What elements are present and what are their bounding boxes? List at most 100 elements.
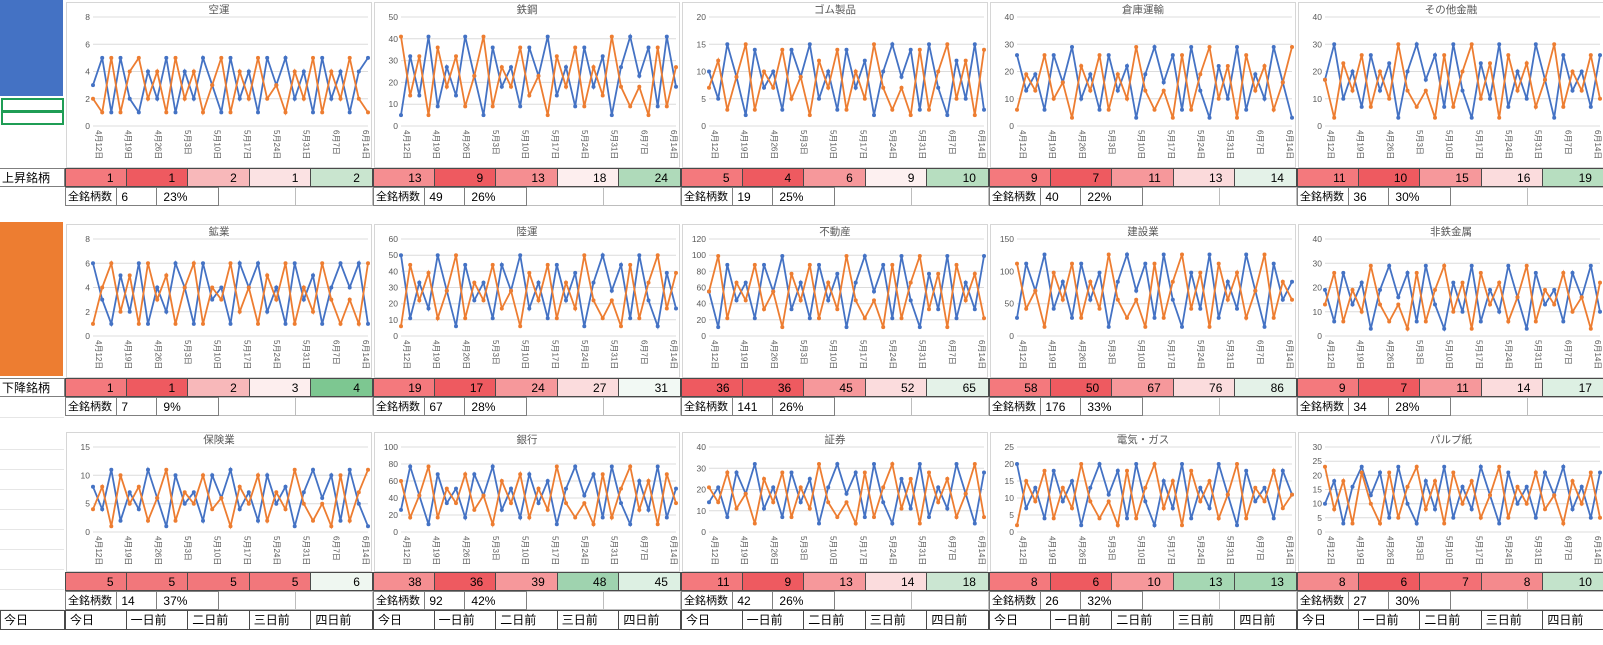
- empty-cell[interactable]: [1450, 591, 1528, 610]
- total-label-cell[interactable]: 全銘柄数: [373, 591, 426, 610]
- total-count-cell[interactable]: 26: [1041, 591, 1082, 610]
- count-cell[interactable]: 10: [1543, 572, 1603, 591]
- count-cell[interactable]: 8: [1297, 572, 1359, 591]
- sector-line-chart[interactable]: ゴム製品 0 5 10 15 20 4月12日 4月19日 4月26日 5月3日 5月10日 5月17…: [682, 2, 988, 168]
- total-count-cell[interactable]: 176: [1041, 397, 1082, 416]
- count-cell[interactable]: 9: [865, 168, 928, 187]
- day-header-1ago[interactable]: 一日前: [434, 610, 497, 630]
- empty-cell[interactable]: [526, 187, 604, 206]
- count-cell[interactable]: 27: [557, 378, 620, 397]
- count-cell[interactable]: 1: [65, 378, 127, 397]
- total-count-cell[interactable]: 67: [425, 397, 466, 416]
- count-cell[interactable]: 24: [496, 378, 558, 397]
- count-cell[interactable]: 5: [249, 572, 312, 591]
- count-cell[interactable]: 13: [804, 572, 866, 591]
- count-cell[interactable]: 67: [1112, 378, 1174, 397]
- day-header-today[interactable]: 今日: [373, 610, 435, 630]
- total-count-cell[interactable]: 27: [1349, 591, 1390, 610]
- count-cell[interactable]: 5: [681, 168, 743, 187]
- empty-cell[interactable]: [1142, 397, 1220, 416]
- count-cell[interactable]: 13: [373, 168, 435, 187]
- total-count-cell[interactable]: 6: [117, 187, 158, 206]
- count-cell[interactable]: 9: [989, 168, 1051, 187]
- total-percent-cell[interactable]: 42%: [465, 591, 527, 610]
- day-header-2ago[interactable]: 二日前: [188, 610, 250, 630]
- count-cell[interactable]: 45: [804, 378, 866, 397]
- sector-line-chart[interactable]: 電気・ガス 0 5 10 15 20 25 4月12日 4月19日 4月26日 5月3日 5月10日 5…: [990, 432, 1296, 572]
- count-cell[interactable]: 4: [742, 168, 805, 187]
- total-count-cell[interactable]: 92: [425, 591, 466, 610]
- count-cell[interactable]: 14: [1235, 168, 1297, 187]
- count-cell[interactable]: 13: [496, 168, 558, 187]
- count-cell[interactable]: 50: [1050, 378, 1113, 397]
- falling-color-block[interactable]: [0, 222, 63, 376]
- day-header-today[interactable]: 今日: [681, 610, 743, 630]
- selected-cell-1[interactable]: [1, 98, 64, 112]
- sector-line-chart[interactable]: 陸運 0 10 20 30 40 50 60 4月12日 4月19日 4月26日 5月3日 5月10日 5…: [374, 224, 680, 378]
- total-percent-cell[interactable]: 30%: [1389, 591, 1451, 610]
- sector-line-chart[interactable]: 証券 0 10 20 30 40 4月12日 4月19日 4月26日 5月3日 5月10日 5月17日…: [682, 432, 988, 572]
- total-percent-cell[interactable]: 33%: [1081, 397, 1143, 416]
- total-percent-cell[interactable]: 32%: [1081, 591, 1143, 610]
- total-label-cell[interactable]: 全銘柄数: [373, 397, 426, 416]
- sector-line-chart[interactable]: 非鉄金属 0 10 20 30 40 4月12日 4月19日 4月26日 5月3日 5月10日 5月1…: [1298, 224, 1603, 378]
- count-cell[interactable]: 7: [1050, 168, 1113, 187]
- count-cell[interactable]: 8: [989, 572, 1051, 591]
- count-cell[interactable]: 6: [311, 572, 373, 591]
- sector-line-chart[interactable]: 空運 0 2 4 6 8 4月12日 4月19日 4月26日 5月3日 5月10日 5月17日 5月24…: [66, 2, 372, 168]
- count-cell[interactable]: 76: [1173, 378, 1236, 397]
- count-cell[interactable]: 13: [1173, 572, 1236, 591]
- empty-cell[interactable]: [1450, 397, 1528, 416]
- empty-cell[interactable]: [911, 397, 989, 416]
- empty-cell[interactable]: [1142, 187, 1220, 206]
- count-cell[interactable]: 5: [188, 572, 250, 591]
- total-count-cell[interactable]: 7: [117, 397, 158, 416]
- sector-line-chart[interactable]: 保険業 0 5 10 15 4月12日 4月19日 4月26日 5月3日 5月10日 5月17日 5月…: [66, 432, 372, 572]
- total-label-cell[interactable]: 全銘柄数: [1297, 397, 1350, 416]
- count-cell[interactable]: 1: [126, 168, 189, 187]
- count-cell[interactable]: 19: [1543, 168, 1603, 187]
- day-header-4ago[interactable]: 四日前: [311, 610, 373, 630]
- total-label-cell[interactable]: 全銘柄数: [1297, 187, 1350, 206]
- day-header-2ago[interactable]: 二日前: [1420, 610, 1482, 630]
- count-cell[interactable]: 9: [434, 168, 497, 187]
- total-label-cell[interactable]: 全銘柄数: [989, 187, 1042, 206]
- day-header-today[interactable]: 今日: [65, 610, 127, 630]
- count-cell[interactable]: 9: [742, 572, 805, 591]
- total-percent-cell[interactable]: 22%: [1081, 187, 1143, 206]
- empty-cell[interactable]: [295, 187, 373, 206]
- total-percent-cell[interactable]: 23%: [157, 187, 219, 206]
- empty-cell[interactable]: [218, 187, 296, 206]
- count-cell[interactable]: 15: [1420, 168, 1482, 187]
- empty-cell[interactable]: [218, 397, 296, 416]
- count-cell[interactable]: 31: [619, 378, 681, 397]
- total-percent-cell[interactable]: 25%: [773, 187, 835, 206]
- sector-line-chart[interactable]: その他金融 0 10 20 30 40 4月12日 4月19日 4月26日 5月3日 5月10日 5月…: [1298, 2, 1603, 168]
- empty-cell[interactable]: [1527, 187, 1603, 206]
- total-label-cell[interactable]: 全銘柄数: [373, 187, 426, 206]
- count-cell[interactable]: 14: [865, 572, 928, 591]
- day-header-3ago[interactable]: 三日前: [865, 610, 928, 630]
- count-cell[interactable]: 4: [311, 378, 373, 397]
- falling-stocks-label[interactable]: 下降銘柄: [0, 378, 65, 397]
- total-label-cell[interactable]: 全銘柄数: [681, 187, 734, 206]
- day-header-4ago[interactable]: 四日前: [619, 610, 681, 630]
- count-cell[interactable]: 39: [496, 572, 558, 591]
- empty-cell[interactable]: [1527, 591, 1603, 610]
- empty-cell[interactable]: [1527, 397, 1603, 416]
- total-count-cell[interactable]: 49: [425, 187, 466, 206]
- count-cell[interactable]: 2: [188, 378, 250, 397]
- empty-cell[interactable]: [526, 591, 604, 610]
- empty-cell[interactable]: [911, 187, 989, 206]
- count-cell[interactable]: 36: [681, 378, 743, 397]
- total-percent-cell[interactable]: 26%: [773, 591, 835, 610]
- count-cell[interactable]: 38: [373, 572, 435, 591]
- sector-line-chart[interactable]: 倉庫運輸 0 10 20 30 40 4月12日 4月19日 4月26日 5月3日 5月10日 5月1…: [990, 2, 1296, 168]
- day-header-3ago[interactable]: 三日前: [557, 610, 620, 630]
- day-header-4ago[interactable]: 四日前: [927, 610, 989, 630]
- sector-line-chart[interactable]: 建設業 0 50 100 150 4月12日 4月19日 4月26日 5月3日 5月10日 5月17…: [990, 224, 1296, 378]
- day-header-3ago[interactable]: 三日前: [1481, 610, 1544, 630]
- count-cell[interactable]: 10: [1112, 572, 1174, 591]
- count-cell[interactable]: 18: [557, 168, 620, 187]
- total-percent-cell[interactable]: 26%: [465, 187, 527, 206]
